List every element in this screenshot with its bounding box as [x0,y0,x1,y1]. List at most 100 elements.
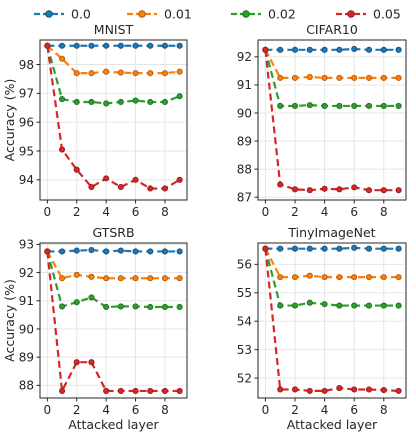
data-point [351,45,358,53]
y-axis-label: Accuracy (%) [2,79,17,162]
data-point [103,248,110,255]
legend-entry-0.01: 0.01 [127,7,192,22]
data-point [351,302,358,309]
subplot-CIFAR10: 0 2 4 6 8 87 88 89 90 91 92 CIFAR10 [237,22,407,219]
x-tick-label: 6 [350,403,358,417]
data-point [365,245,373,252]
subplot-MNIST: 0 2 4 6 8 94 95 96 97 98 MNIST Accuracy (%) [2,22,188,219]
plot-area [40,40,187,200]
data-point [147,387,154,395]
data-point [73,70,80,77]
x-tick-label: 4 [102,205,110,219]
plot-area [258,40,406,200]
data-point [306,387,313,394]
y-tick-label: 91 [19,294,34,308]
subplot-title: MNIST [94,22,134,37]
data-point [161,275,168,282]
series-0.02 [44,42,183,107]
data-point [380,187,387,194]
series-line [264,49,399,108]
data-point [291,74,299,81]
series-0.05 [44,248,183,395]
y-tick-label: 89 [237,134,252,148]
data-point [176,93,183,100]
legend-entry-0.05: 0.05 [336,7,401,22]
data-point [117,98,124,106]
data-point [147,70,154,77]
data-point [161,42,168,49]
data-point [132,248,139,255]
data-point [59,275,66,282]
data-point [365,386,373,393]
data-point [117,387,124,395]
data-point [395,387,402,394]
y-tick-label: 88 [19,379,34,393]
data-point [277,274,284,281]
data-point [176,275,183,282]
data-point [147,275,154,282]
data-point [321,274,328,281]
data-point [88,273,95,280]
data-point [277,181,284,188]
data-point [380,274,387,281]
series-line [47,248,180,253]
y-tick-label: 53 [237,343,252,357]
data-point [176,387,183,395]
data-point [88,359,95,366]
legend-entry-0.0: 0.0 [34,7,91,22]
x-tick-label: 2 [73,205,81,219]
subplot-title: CIFAR10 [306,22,358,37]
data-point [336,302,343,309]
series-0.0 [262,45,402,53]
x-axis-label: Attacked layer [287,417,378,432]
series-0.05 [262,245,402,394]
plot-frame [39,242,188,399]
data-point [59,248,66,255]
data-point [176,68,183,75]
y-tick-label: 92 [237,50,252,64]
series-line [264,248,399,392]
data-point [103,68,110,75]
data-point [395,274,402,281]
data-point [117,247,124,254]
data-point [380,46,387,53]
data-point [365,302,373,309]
data-point [161,185,168,192]
x-tick-label: 6 [132,403,140,417]
data-point [277,74,284,81]
plot-frame [39,39,188,201]
data-point [147,98,154,106]
data-point [365,102,373,110]
legend-marker [45,10,53,18]
data-point [103,275,110,282]
data-point [132,97,139,104]
data-point [291,386,299,393]
data-point [59,387,66,395]
data-point [262,245,269,252]
series-line [264,49,399,192]
data-point [73,42,80,49]
data-point [176,248,183,255]
data-point [117,183,124,191]
data-point [321,102,328,110]
data-point [336,46,343,53]
x-tick-label: 8 [161,403,169,417]
data-point [103,175,110,182]
data-point [59,42,66,49]
data-point [380,302,387,309]
data-point [395,187,402,194]
data-point [59,96,66,103]
data-point [321,301,328,308]
plot-frame [257,242,407,399]
data-point [161,248,168,255]
data-point [336,384,343,392]
legend-marker [138,10,146,18]
data-point [380,386,387,394]
data-point [336,274,343,281]
data-point [161,387,168,395]
data-point [88,246,95,254]
data-point [321,46,328,53]
y-tick-label: 96 [19,115,34,129]
legend-marker [347,10,355,18]
